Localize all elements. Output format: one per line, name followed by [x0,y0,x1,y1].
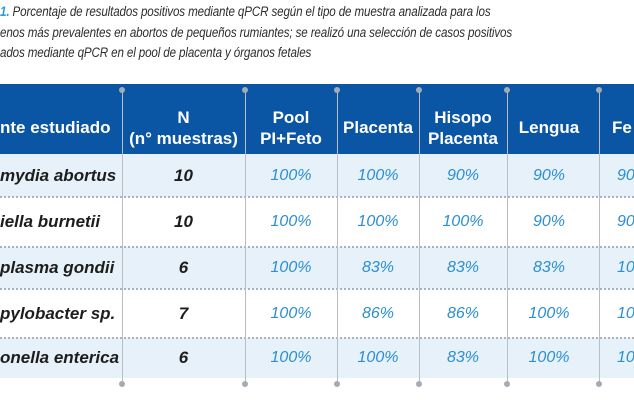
divider-dot [334,381,340,387]
placenta-cell: 100% [357,166,399,184]
hisopo-cell: 90% [446,166,480,184]
column-divider [245,92,246,384]
n-cell: 7 [178,304,189,323]
table-row: mydia abortus 10 100% 100% 90% 90% 90 [0,154,634,197]
hisopo-cell: 86% [446,305,480,322]
pool-cell: 100% [270,259,312,276]
header-lengua: Lengua [507,84,591,171]
divider-dot [334,87,340,93]
header-placenta: Placenta [337,84,419,171]
lengua-cell: 90% [532,213,566,230]
table-caption: 1. Porcentaje de resultados positivos me… [0,2,550,64]
caption-line-3: ados mediante qPCR en el pool de placent… [0,45,312,60]
header-n-line2: (n° muestras) [129,128,238,148]
table-row: pylobacter sp. 7 100% 86% 86% 100% 10 [0,290,634,338]
feto-cell: 90 [617,213,634,230]
n-cell: 10 [174,165,193,185]
placenta-cell: 83% [361,259,395,276]
caption-number: 1. [0,4,10,19]
header-hisopo: Hisopo Placenta [419,84,507,171]
agent-cell: onella enterica [0,348,120,367]
feto-cell: 10 [617,259,634,276]
row-divider [0,337,634,339]
feto-cell: 10 [617,305,634,322]
table-row: iella burnetii 10 100% 100% 100% 90% 90 [0,198,634,246]
divider-dot [119,87,125,93]
pool-cell: 100% [270,166,312,184]
header-n-line1: N [177,107,190,127]
header-hisopo-line2: Placenta [428,128,498,148]
placenta-cell: 86% [361,305,395,322]
n-cell: 6 [178,258,189,277]
column-divider [337,92,338,384]
divider-dot [242,381,248,387]
n-cell: 6 [178,348,189,367]
agent-cell: mydia abortus [0,165,117,185]
column-divider [419,92,420,384]
divider-dot [504,381,510,387]
header-hisopo-line1: Hisopo [434,107,492,127]
divider-dot [242,87,248,93]
pool-cell: 100% [270,349,312,366]
pool-cell: 100% [270,305,312,322]
column-divider [599,92,600,384]
caption-line-1: 1. Porcentaje de resultados positivos me… [0,2,550,23]
header-feto-line1: Fe [612,118,632,137]
divider-dot [596,87,602,93]
column-divider [507,92,508,384]
header-n: N (n° muestras) [122,84,245,171]
header-pool-line1: Pool [272,107,310,127]
pool-cell: 100% [270,213,312,230]
divider-dot [596,381,602,387]
table-row: plasma gondii 6 100% 83% 83% 83% 10 [0,247,634,289]
row-divider [0,288,634,290]
header-agente: nte estudiado [0,84,122,171]
hisopo-cell: 83% [446,349,480,366]
hisopo-cell: 100% [442,213,484,230]
header-pool-line2: PI+Feto [260,128,322,148]
column-divider [122,92,123,384]
row-divider [0,246,634,248]
table-row: onella enterica 6 100% 100% 83% 100% 10 [0,338,634,378]
feto-cell: 10 [617,349,634,366]
lengua-cell: 100% [528,349,570,366]
placenta-cell: 100% [357,213,399,230]
divider-dot [119,381,125,387]
header-lengua-line1: Lengua [518,118,580,137]
agent-cell: iella burnetii [0,212,101,231]
header-feto: Fe [612,84,634,171]
n-cell: 10 [174,212,193,231]
lengua-cell: 90% [532,166,566,184]
feto-cell: 90 [617,166,634,184]
divider-dot [504,87,510,93]
caption-line-2: enos más prevalentes en abortos de peque… [0,24,513,40]
placenta-cell: 100% [357,349,399,366]
agent-cell: plasma gondii [0,258,115,277]
header-placenta-line1: Placenta [343,118,413,137]
header-agente-line1: nte estudiado [0,118,111,137]
lengua-cell: 100% [528,305,570,322]
row-divider [0,196,634,198]
lengua-cell: 83% [532,259,566,276]
hisopo-cell: 83% [446,259,480,276]
agent-cell: pylobacter sp. [0,304,116,323]
caption-line-1-text: Porcentaje de resultados positivos media… [9,4,491,19]
header-pool: Pool PI+Feto [245,84,337,171]
divider-dot [416,87,422,93]
divider-dot [416,381,422,387]
